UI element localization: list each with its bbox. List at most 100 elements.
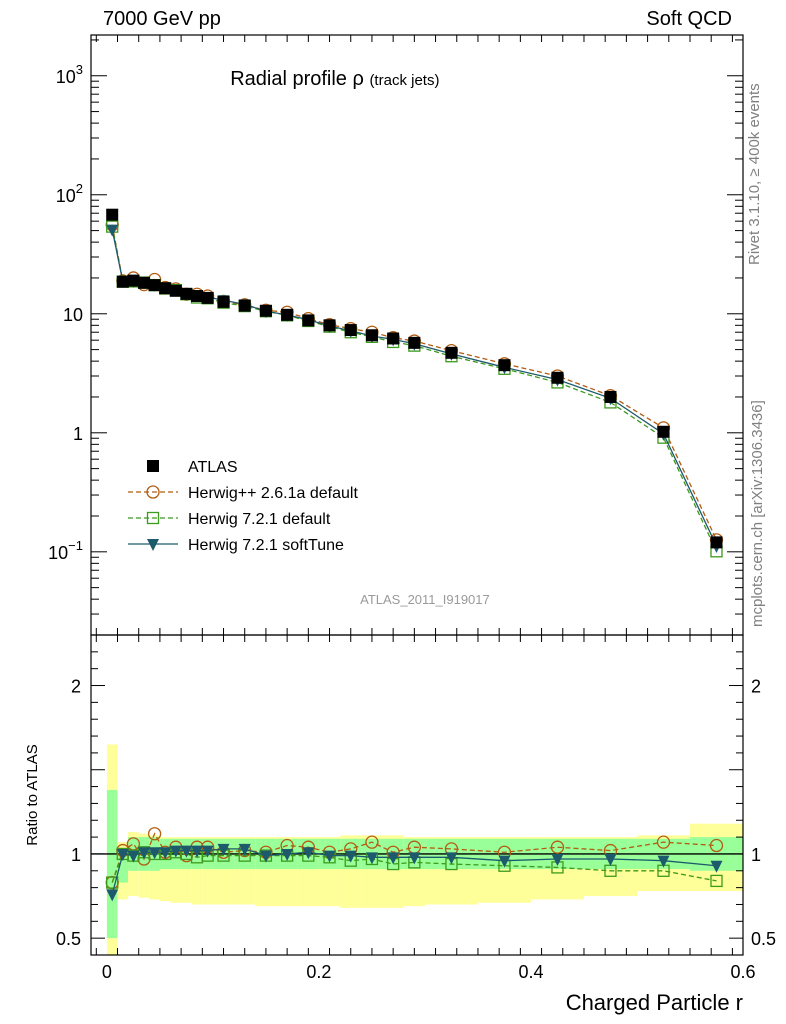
ratio-data-point bbox=[106, 889, 119, 902]
data-point bbox=[323, 319, 336, 332]
legend-item-0: ATLAS bbox=[147, 459, 238, 476]
data-point bbox=[408, 336, 421, 349]
data-point bbox=[106, 224, 119, 237]
data-point bbox=[551, 371, 564, 384]
legend-item-2: Herwig 7.2.1 default bbox=[128, 511, 331, 528]
band-yellow-9 bbox=[202, 837, 213, 905]
x-tick-label: 0.6 bbox=[730, 962, 755, 982]
ratio-data-point bbox=[147, 827, 162, 841]
analysis-watermark: ATLAS_2011_I919017 bbox=[360, 592, 490, 607]
ratio-data-point bbox=[710, 874, 723, 888]
legend-label: Herwig 7.2.1 softTune bbox=[188, 537, 344, 554]
data-point bbox=[445, 346, 458, 359]
band-yellow-6 bbox=[170, 837, 182, 903]
ratio-data-point bbox=[217, 843, 230, 856]
ratio-data-point bbox=[238, 843, 251, 856]
ratio-data-point bbox=[551, 854, 564, 866]
series-2 bbox=[106, 220, 723, 558]
ratio-data-point bbox=[159, 847, 172, 860]
data-point bbox=[169, 284, 182, 297]
data-series bbox=[105, 208, 724, 902]
x-tick-label: 0.4 bbox=[518, 962, 543, 982]
ratio-data-point bbox=[259, 850, 272, 863]
ratio-y-tick-label: 2 bbox=[71, 677, 81, 697]
data-point bbox=[238, 299, 251, 312]
legend-marker bbox=[146, 485, 160, 499]
data-point bbox=[138, 276, 151, 289]
ratio-y-tick-label-right: 1 bbox=[751, 845, 761, 865]
band-green-0 bbox=[106, 789, 118, 939]
chart-title: Radial profile ρ (track jets) bbox=[230, 68, 439, 90]
data-point bbox=[498, 359, 511, 372]
ratio-y-tick-label-right: 2 bbox=[751, 677, 761, 697]
ratio-data-point bbox=[657, 855, 670, 868]
ratio-data-point bbox=[709, 838, 724, 853]
ratio-data-point bbox=[116, 848, 129, 861]
ratio-y-tick-label: 1 bbox=[71, 845, 81, 865]
ratio-data-point bbox=[138, 847, 151, 860]
x-tick-label: 0 bbox=[102, 962, 112, 982]
ratio-data-point bbox=[201, 845, 214, 858]
data-point bbox=[344, 324, 357, 337]
ratio-data-point bbox=[106, 876, 119, 889]
ratio-data-point bbox=[498, 855, 511, 868]
ratio-data-point bbox=[344, 850, 357, 863]
data-point bbox=[201, 291, 214, 304]
data-point bbox=[281, 308, 294, 321]
series-3 bbox=[106, 224, 723, 553]
data-point bbox=[657, 425, 670, 438]
ratio-series-2 bbox=[106, 843, 723, 902]
ratio-frame bbox=[90, 634, 744, 956]
legend-label: ATLAS bbox=[188, 459, 238, 476]
data-point bbox=[127, 274, 140, 287]
ratio-data-point bbox=[365, 835, 379, 849]
data-point bbox=[217, 295, 230, 308]
y-tick-label: 10−1 bbox=[48, 538, 83, 563]
ratio-data-point bbox=[656, 835, 671, 849]
legend-item-3: Herwig 7.2.1 softTune bbox=[128, 537, 344, 554]
data-point bbox=[116, 275, 129, 288]
data-point bbox=[365, 329, 378, 342]
ratio-y-tick-label-right: 0.5 bbox=[751, 929, 776, 949]
ratio-data-point bbox=[445, 852, 458, 865]
legend-marker bbox=[147, 539, 159, 551]
data-point bbox=[191, 290, 204, 303]
axis-ticks bbox=[91, 35, 743, 955]
x-axis-label: Charged Particle r bbox=[566, 990, 743, 1015]
y-tick-label: 103 bbox=[56, 62, 83, 87]
legend-item-1: Herwig++ 2.6.1a default bbox=[128, 485, 358, 502]
y-tick-label: 102 bbox=[56, 181, 83, 206]
data-point bbox=[387, 332, 400, 345]
band-yellow-8 bbox=[191, 837, 203, 905]
ratio-data-point bbox=[180, 845, 193, 858]
ratio-data-point bbox=[365, 852, 378, 865]
ratio-series-line bbox=[111, 832, 717, 883]
data-point bbox=[302, 314, 315, 327]
ratio-data-point bbox=[191, 845, 204, 858]
ratio-data-point bbox=[604, 854, 617, 866]
data-point bbox=[106, 208, 119, 221]
ratio-data-point bbox=[323, 850, 336, 863]
data-point bbox=[259, 304, 272, 317]
plot-frames bbox=[90, 34, 744, 956]
header-left: 7000 GeV pp bbox=[103, 8, 221, 30]
ratio-data-point bbox=[281, 848, 294, 861]
series-0 bbox=[106, 208, 723, 549]
legend-marker bbox=[147, 460, 159, 472]
ratio-y-tick-label: 0.5 bbox=[56, 929, 81, 949]
legend: ATLAS Herwig++ 2.6.1a default Herwig 7.2.1… bbox=[128, 459, 358, 554]
series-line bbox=[111, 224, 718, 541]
legend-label: Herwig 7.2.1 default bbox=[188, 511, 331, 528]
ratio-data-point bbox=[408, 852, 421, 865]
mcplots-label: mcplots.cern.ch [arXiv:1306.3436] bbox=[749, 400, 766, 627]
ratio-data-point bbox=[169, 845, 182, 858]
data-point bbox=[159, 282, 172, 295]
ratio-data-point bbox=[302, 847, 315, 860]
y-tick-label: 1 bbox=[73, 424, 83, 444]
data-point bbox=[604, 390, 617, 403]
data-point bbox=[148, 279, 161, 292]
legend-marker bbox=[146, 511, 160, 525]
ratio-data-point bbox=[710, 860, 723, 873]
